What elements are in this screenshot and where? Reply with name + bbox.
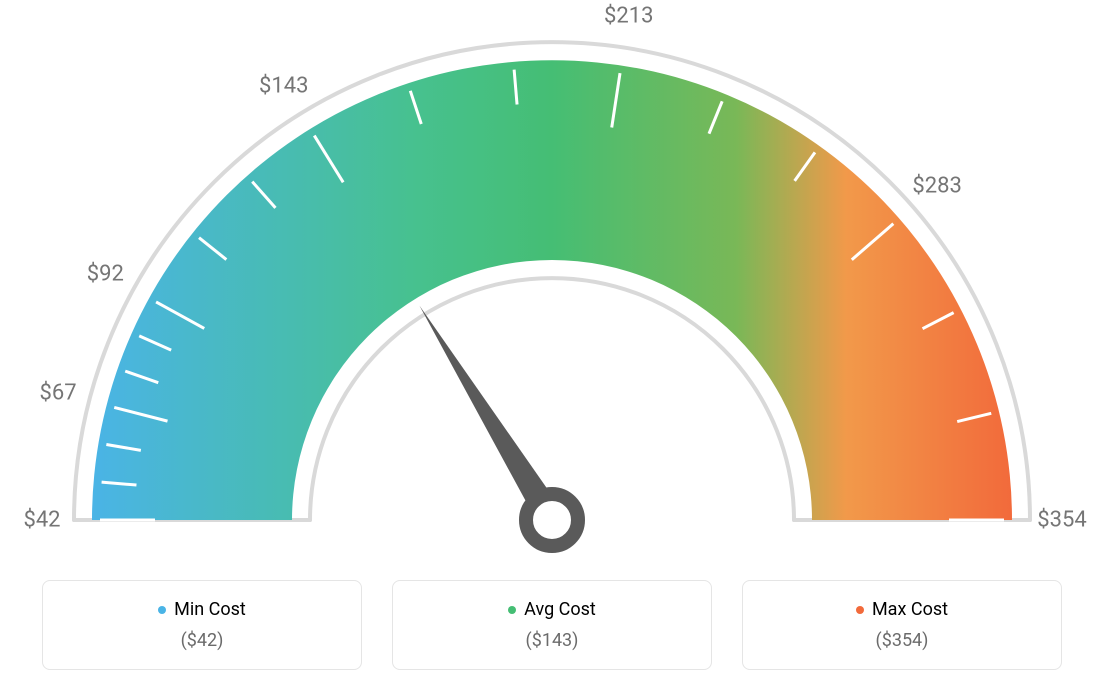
legend-card-min: Min Cost ($42) bbox=[42, 580, 362, 671]
legend-label-max: Max Cost bbox=[856, 599, 948, 620]
gauge-tick-label: $354 bbox=[1037, 508, 1086, 533]
legend-label-text: Min Cost bbox=[174, 599, 246, 620]
gauge-tick-label: $42 bbox=[23, 508, 60, 533]
legend-row: Min Cost ($42) Avg Cost ($143) Max Cost … bbox=[0, 580, 1104, 671]
gauge-chart: $42 $67 $92 $143 $213 $283 $354 bbox=[0, 0, 1104, 560]
legend-card-max: Max Cost ($354) bbox=[742, 580, 1062, 671]
dot-icon bbox=[158, 606, 166, 614]
legend-label-text: Max Cost bbox=[872, 599, 948, 620]
legend-value-avg: ($143) bbox=[405, 630, 699, 651]
legend-value-min: ($42) bbox=[55, 630, 349, 651]
legend-label-avg: Avg Cost bbox=[508, 599, 596, 620]
gauge-tick-label: $143 bbox=[259, 74, 308, 99]
legend-value-max: ($354) bbox=[755, 630, 1049, 651]
gauge-tick-label: $92 bbox=[87, 261, 124, 286]
gauge-svg bbox=[0, 0, 1104, 560]
dot-icon bbox=[856, 606, 864, 614]
gauge-tick-label: $213 bbox=[604, 3, 653, 28]
gauge-tick-label: $283 bbox=[912, 173, 961, 198]
dot-icon bbox=[508, 606, 516, 614]
legend-label-text: Avg Cost bbox=[524, 599, 596, 620]
gauge-tick-label: $67 bbox=[40, 380, 77, 405]
legend-label-min: Min Cost bbox=[158, 599, 246, 620]
legend-card-avg: Avg Cost ($143) bbox=[392, 580, 712, 671]
